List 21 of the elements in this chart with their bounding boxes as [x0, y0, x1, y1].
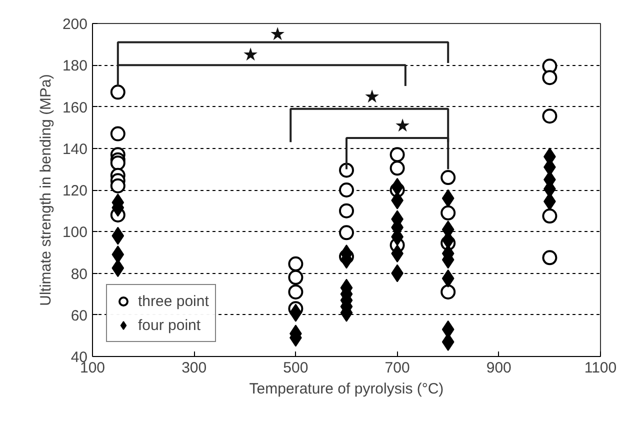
y-tick-label: 160 — [62, 99, 88, 116]
y-tick-label: 120 — [62, 182, 88, 200]
y-tick-label: 60 — [70, 307, 88, 324]
y-tick-label: 200 — [62, 16, 88, 33]
y-axis-title: Ultimate strength in bending (MPa) — [37, 74, 54, 306]
y-tick-label: 180 — [62, 58, 88, 75]
annotation: ★ — [394, 115, 410, 136]
x-tick-label: 300 — [182, 360, 207, 376]
legend-label: three point — [138, 292, 209, 310]
legend-label: four point — [138, 316, 201, 334]
y-tick-label: 140 — [62, 140, 88, 158]
annotation: ★ — [364, 86, 380, 106]
y-tick-label: 80 — [70, 266, 88, 283]
y-tick-label: 100 — [62, 224, 88, 242]
x-axis-title: Temperature of pyrolysis (°C) — [249, 380, 444, 398]
annotation: ★ — [269, 24, 286, 44]
x-tick-label: 700 — [384, 360, 410, 376]
x-tick-label: 900 — [486, 360, 512, 376]
annotation: ★ — [242, 44, 258, 65]
x-tick-label: 500 — [283, 360, 308, 376]
x-tick-label: 1100 — [584, 360, 617, 376]
